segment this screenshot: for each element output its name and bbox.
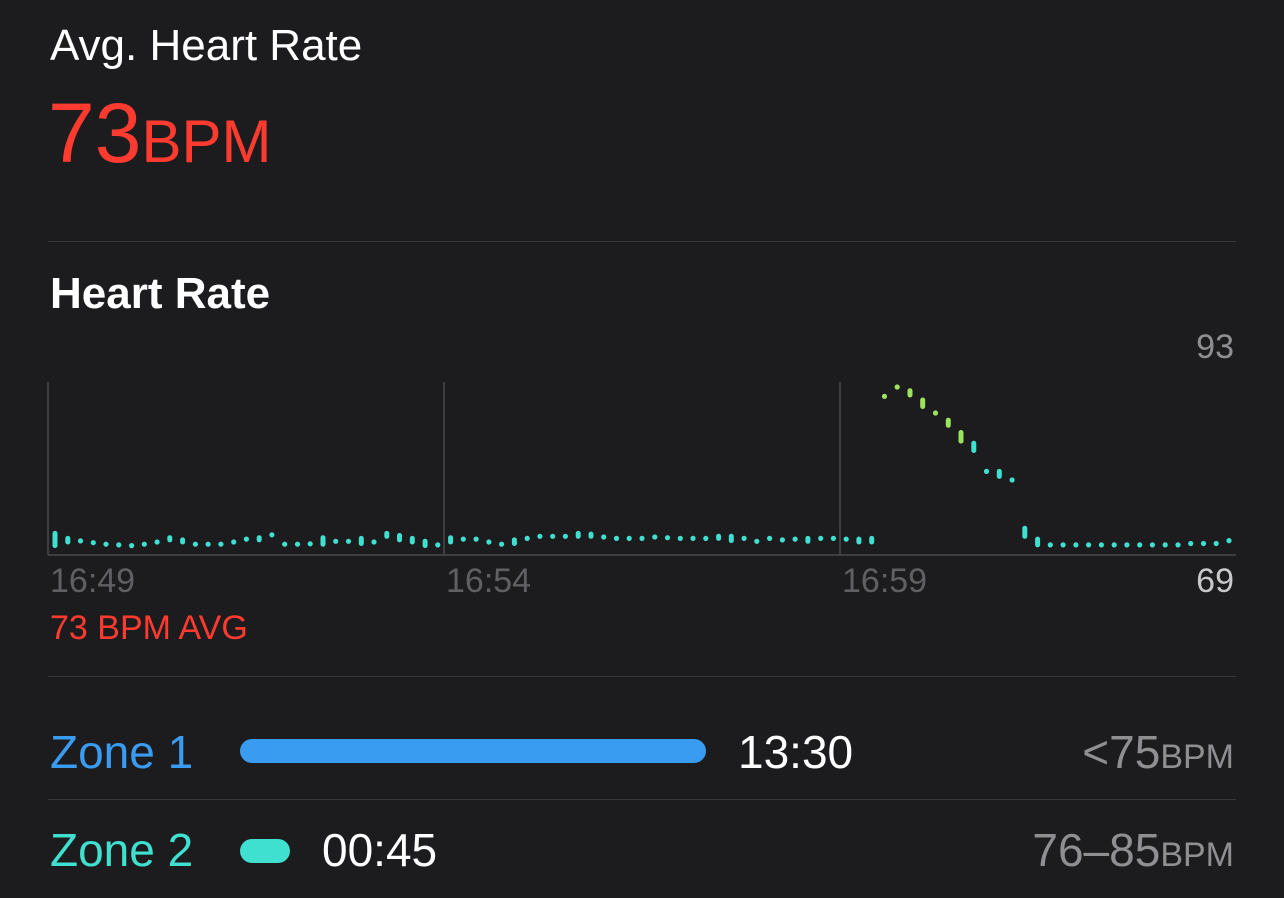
chart-data-point [116,542,122,548]
chart-data-point [792,536,798,542]
avg-heart-rate-number: 73 [48,86,142,180]
chart-data-point [843,536,849,542]
chart-data-point [129,543,135,549]
chart-data-point [626,535,632,541]
chart-data-point [205,541,211,547]
chart-data-point [486,539,492,545]
zone-1-range: <75BPM [1082,724,1234,792]
x-tick-label: 16:49 [50,562,136,600]
chart-data-point [243,536,249,542]
chart-data-point [103,541,109,547]
chart-data-point [333,538,339,544]
chart-data-point [1175,542,1181,548]
heart-rate-section-title[interactable]: Heart Rate [50,269,271,318]
chart-data-point [154,539,160,545]
chart-data-point [562,533,569,539]
chart-data-point [1124,542,1130,548]
avg-heart-rate-label: Avg. Heart Rate [50,21,363,70]
zone-2-duration: 00:45 [322,824,438,876]
chart-data-point [741,535,747,541]
zone-1-duration: 13:30 [738,726,854,778]
avg-heart-rate-unit: BPM [141,108,272,175]
chart-data-point [435,542,441,548]
chart-data-point [1060,542,1066,548]
zone-2-range: 76–85BPM [1032,822,1234,890]
chart-data-point [77,538,84,544]
chart-data-point [499,541,505,547]
chart-data-point [537,533,543,539]
chart-data-point [1009,477,1015,483]
chart-data-point [983,468,990,474]
chart-data-point [282,541,288,547]
zone-2-label: Zone 2 [50,824,194,876]
zone-2-range-value: 76–85 [1032,824,1161,876]
chart-average-caption: 73 BPM AVG [50,609,248,647]
x-tick-label: 16:59 [842,562,928,600]
chart-data-point [371,539,377,545]
chart-data-point [639,535,645,541]
chart-data-point [664,535,671,541]
chart-data-point [601,534,607,540]
chart-data-point [269,532,275,538]
chart-data-point [524,535,530,541]
y-axis-min-label: 69 [1196,562,1234,600]
chart-data-point [231,539,237,545]
chart-data-point [192,541,198,547]
chart-data-point [779,537,786,543]
chart-data-point [932,410,939,416]
chart-data-point [1098,542,1104,548]
chart-data-point [345,538,352,544]
chart-data-point [1162,542,1168,548]
chart-data-point [1226,538,1232,544]
chart-data-point [294,541,301,547]
chart-data-point [1213,540,1219,547]
chart-data-point [1200,540,1207,547]
chart-data-point [690,535,696,541]
chart-data-point [1111,542,1117,548]
chart-data-point [1188,540,1194,547]
chart-data-point [894,384,900,390]
chart-data-point [90,540,96,546]
zone-1-duration-bar [240,739,706,763]
chart-data-point [703,535,709,541]
chart-data-point [1149,542,1155,548]
chart-data-point [881,393,888,399]
chart-data-point [141,541,147,547]
zone-1-range-value: <75 [1082,726,1161,778]
chart-data-point [473,536,479,542]
chart-data-point [1086,542,1092,548]
zone-1-label: Zone 1 [50,726,194,778]
divider [48,799,1236,800]
chart-data-point [754,538,760,544]
chart-data-point [218,541,224,547]
divider [48,241,1236,242]
x-tick-label: 16:54 [446,562,532,600]
y-axis-max-label: 93 [1196,328,1234,366]
divider [48,676,1236,677]
chart-data-point [460,536,466,542]
chart-data-point [1073,542,1079,548]
avg-heart-rate-value: 73BPM [48,88,271,203]
zone-2-range-unit: BPM [1160,836,1234,874]
chart-data-point [1047,542,1053,548]
chart-data-point [677,535,683,541]
chart-data-point [652,534,658,540]
chart-data-point [767,535,773,541]
zone-1-range-unit: BPM [1160,738,1234,776]
chart-data-point [550,533,556,539]
chart-data-point [818,535,824,541]
chart-data-point [613,535,620,541]
chart-data-point [830,535,837,541]
heart-rate-chart[interactable] [0,370,1284,560]
zone-2-duration-bar [240,839,290,863]
chart-data-point [1137,542,1143,548]
chart-data-point [307,541,313,547]
